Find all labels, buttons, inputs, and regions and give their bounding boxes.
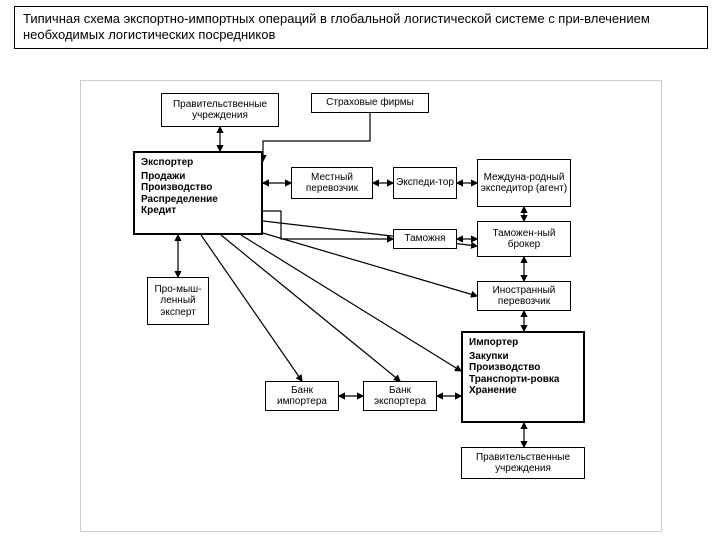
node-ind_expert: Про-мыш-ленный эксперт (147, 277, 209, 325)
node-importer-line-1: Производство (469, 362, 540, 374)
node-local_carrier: Местный перевозчик (291, 167, 373, 199)
node-importer-line-0: Закупки (469, 351, 509, 363)
node-cust_broker: Таможен-ный брокер (477, 221, 571, 257)
node-importer: Импортер ЗакупкиПроизводствоТранспорти-ро… (461, 331, 585, 423)
node-importer-header: Импортер (469, 337, 518, 349)
node-foreign_carr: Иностранный перевозчик (477, 281, 571, 311)
node-insurance: Страховые фирмы (311, 93, 429, 113)
node-exporter-header: Экспортер (141, 157, 193, 169)
node-exporter-line-3: Кредит (141, 205, 176, 217)
node-intl_exped: Междуна-родный экспедитор (агент) (477, 159, 571, 207)
node-customs: Таможня (393, 229, 457, 249)
edge-insurance-exporter (263, 113, 370, 161)
title-text: Типичная схема экспортно-импортных опера… (23, 11, 650, 42)
node-exporter-line-0: Продажи (141, 171, 185, 183)
node-exporter-line-1: Производство (141, 182, 212, 194)
node-bank_exp: Банк экспортера (363, 381, 437, 411)
node-bank_imp: Банк импортера (265, 381, 339, 411)
edge-exporter-customs (263, 211, 393, 239)
node-expeditor: Экспеди-тор (393, 167, 457, 199)
edge-exporter-bank_imp (201, 235, 302, 381)
node-gov_bot: Правительственные учреждения (461, 447, 585, 479)
node-exporter: Экспортер ПродажиПроизводствоРаспределени… (133, 151, 263, 235)
node-importer-line-2: Транспорти-ровка (469, 374, 559, 386)
title-box: Типичная схема экспортно-импортных опера… (14, 6, 708, 49)
node-gov_top: Правительственные учреждения (161, 93, 279, 127)
node-exporter-line-2: Распределение (141, 194, 218, 206)
diagram-canvas: Правительственные учреждения Страховые фи… (80, 80, 662, 532)
edge-exporter-importer (241, 235, 461, 371)
node-importer-line-3: Хранение (469, 385, 517, 397)
edge-exporter-bank_exp (221, 235, 400, 381)
